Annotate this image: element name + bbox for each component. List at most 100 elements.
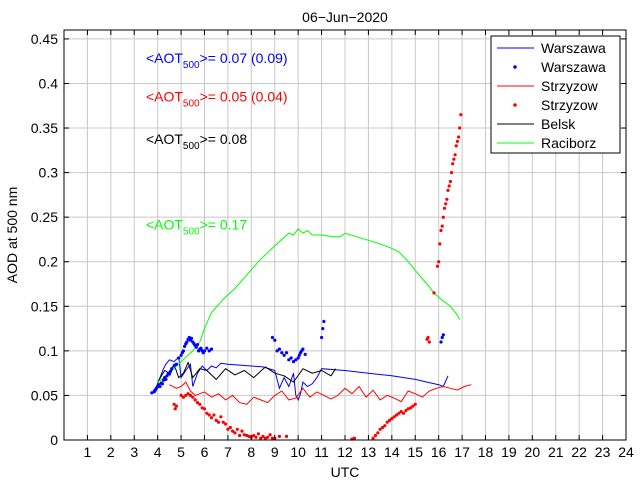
y-tick-label: 0.35 [31,120,58,136]
strzyzow-points-point [446,188,450,192]
strzyzow-points-point [385,420,389,424]
annotation-value: >= 0.07 (0.09) [200,50,288,66]
warszawa-points-point [280,351,284,355]
strzyzow-points-point [452,157,456,161]
strzyzow-points-point [259,436,263,440]
annotation-subscript: 500 [183,98,200,109]
strzyzow-points-point [441,215,445,219]
strzyzow-points-point [376,431,380,435]
axis-ticks: 1 2 3 4 5 6 7 8 9 10 11 12 13 14 15 16 17 18 19 20 21 22 23 240… [31,30,634,460]
legend-label: Warszawa [541,40,606,56]
y-tick-label: 0 [50,432,58,448]
strzyzow-points-point [427,340,431,344]
strzyzow-points-point [404,409,408,413]
strzyzow-points-point [442,206,447,210]
strzyzow-points-point [449,171,454,175]
warszawa-points-point [294,358,298,362]
warszawa-points-point [181,349,185,353]
strzyzow-points-point [392,415,396,419]
legend-label: Strzyzow [541,97,599,113]
warszawa-points-point [183,344,187,348]
strzyzow-points-point [233,431,237,435]
strzyzow-points-point [188,393,192,397]
strzyzow-points-point [228,425,232,430]
strzyzow-points-point [432,291,436,295]
strzyzow-points-point [440,224,444,228]
annotation-value: >= 0.17 [200,217,248,233]
legend-label: Warszawa [541,59,606,75]
x-tick-label: 8 [247,444,255,460]
warszawa-points-point [303,352,307,356]
strzyzow-points-point [399,409,403,414]
x-tick-label: 17 [454,444,470,460]
strzyzow-points-point [411,404,415,408]
aot-annotation: <AOT500>= 0.08 [146,131,247,152]
warszawa-points-point [287,358,291,362]
strzyzow-points-point [238,433,242,438]
strzyzow-points-point [214,418,218,422]
warszawa-points-point [195,343,200,347]
warszawa-points-point [172,364,176,368]
strzyzow-points-point [191,395,195,399]
strzyzow-points-point [173,407,177,411]
strzyzow-points-point [172,402,176,406]
chart-title: 06−Jun−2020 [302,9,388,25]
x-tick-label: 14 [384,444,400,460]
warszawa-points-point [179,353,183,357]
strzyzow-points-point [451,162,455,166]
warszawa-points-point [185,340,189,344]
x-tick-label: 11 [314,444,329,460]
x-tick-label: 1 [84,444,92,460]
x-tick-label: 12 [337,444,353,460]
legend-point-swatch [513,103,517,107]
x-axis-label: UTC [331,464,360,480]
annotation-value: >= 0.08 [200,131,248,147]
belsk-line-series [157,361,337,383]
x-tick-label: 23 [595,444,611,460]
strzyzow-points-point [195,401,200,405]
annotation-prefix: <AOT [146,88,183,104]
strzyzow-points-point [221,420,225,424]
warszawa-points-point [202,349,207,353]
strzyzow-points-point [270,436,274,440]
strzyzow-points-point [212,413,216,417]
strzyzow-points-point [401,411,406,415]
strzyzow-points-point [242,433,246,437]
warszawa-points-point [194,345,198,349]
y-tick-label: 0.15 [31,298,58,314]
x-tick-label: 16 [431,444,447,460]
strzyzow-points-point [219,415,223,419]
annotation-prefix: <AOT [146,217,183,233]
strzyzow-points-point [406,407,410,411]
warszawa-points-series [150,319,445,395]
strzyzow-points-point [207,413,211,417]
strzyzow-points-point [413,402,417,406]
strzyzow-points-point [268,433,272,437]
warszawa-points-point [277,347,281,351]
strzyzow-points-point [174,404,178,408]
legend-label: Strzyzow [541,78,599,94]
legend-point-swatch [513,65,517,69]
warszawa-points-point [439,340,443,344]
warszawa-points-point [168,369,173,373]
strzyzow-points-point [453,153,457,157]
strzyzow-points-point [448,179,452,184]
strzyzow-points-point [394,413,399,417]
x-tick-label: 24 [618,444,634,460]
warszawa-points-point [164,377,168,381]
warszawa-points-point [165,374,169,378]
aot-annotations: <AOT500>= 0.07 (0.09)<AOT500>= 0.05 (0.0… [146,50,288,238]
strzyzow-points-point [378,427,382,431]
warszawa-points-point [284,351,289,355]
aot-annotation: <AOT500>= 0.17 [146,217,247,238]
legend: Warszawa Warszawa Strzyzow Strzyzow Belsk Rac… [490,35,621,154]
strzyzow-points-point [235,427,239,431]
annotation-subscript: 500 [183,141,200,152]
x-tick-label: 3 [130,444,138,460]
x-tick-label: 6 [201,444,209,460]
strzyzow-points-point [390,417,394,421]
annotation-value: >= 0.05 (0.04) [200,88,288,104]
x-tick-label: 13 [361,444,377,460]
strzyzow-points-point [266,435,270,439]
annotation-prefix: <AOT [146,50,183,66]
